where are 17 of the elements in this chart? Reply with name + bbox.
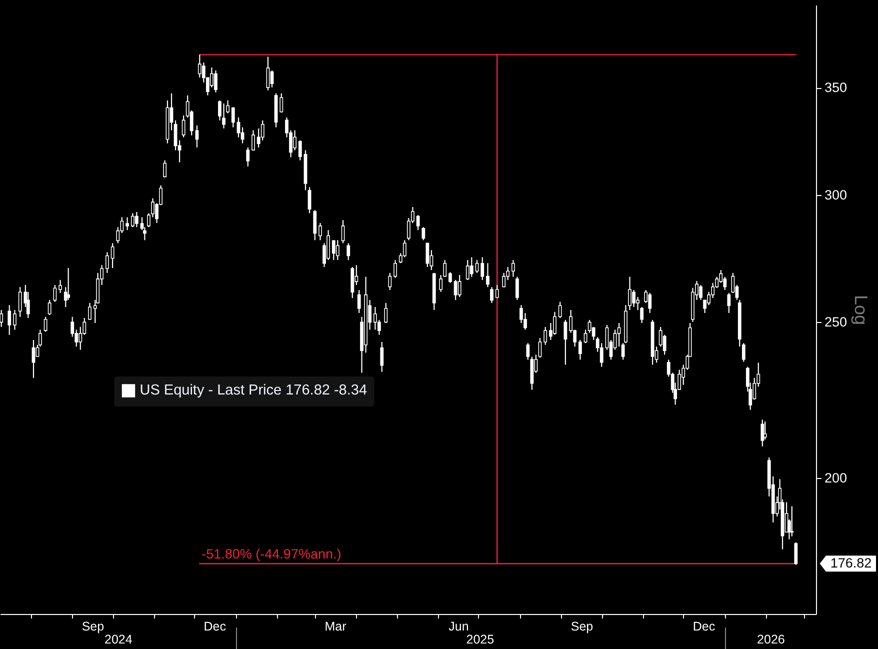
x-tick-label: Jun: [448, 620, 469, 634]
y2-tick-label: 350: [824, 80, 848, 96]
x-tick-label: Mar: [324, 620, 346, 634]
x-tick-label: Sep: [82, 620, 104, 634]
legend-label: US Equity - Last Price 176.82 -8.34: [140, 382, 368, 399]
x-tick-label: Dec: [204, 620, 226, 634]
x-tick-label: Dec: [692, 620, 716, 634]
text: 176.82: [830, 556, 872, 571]
annotation: -51.80% (-44.97%ann.): [202, 546, 342, 562]
y2-tick-label: 250: [824, 314, 848, 330]
x2-tick-label: 2024: [104, 632, 132, 646]
y2-tick-label: 200: [824, 470, 848, 486]
y2-tick-label: 300: [824, 188, 848, 203]
y2-axis-title: Log: [851, 294, 872, 326]
x2-tick-label: 2025: [466, 632, 494, 646]
x2-tick-label: 2026: [757, 632, 785, 646]
x-tick-label: Sep: [570, 620, 594, 634]
